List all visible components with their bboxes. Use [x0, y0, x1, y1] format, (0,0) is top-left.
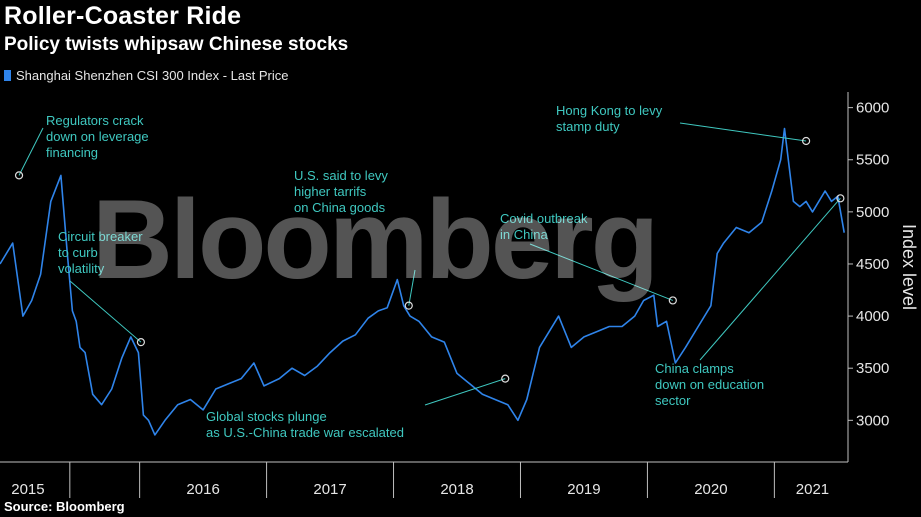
annotation-text: Circuit breaker to curb volatility: [58, 229, 143, 276]
y-tick-label: 5500: [856, 152, 889, 169]
legend-swatch: [4, 70, 11, 81]
chart-title: Roller-Coaster Ride: [4, 2, 242, 30]
x-tick-label: 2020: [694, 481, 727, 498]
y-tick-label: 3000: [856, 412, 889, 429]
annotation-marker: [14, 171, 24, 180]
annotation-text: U.S. said to levy higher tarrifs on China …: [294, 168, 388, 215]
annotation-text-line: Covid outbreak: [500, 211, 588, 226]
series-line: [0, 127, 845, 436]
annotation-text-line: Circuit breaker: [58, 229, 143, 244]
annotation-text: Covid outbreak in China: [500, 211, 588, 242]
y-tick-label: 3500: [856, 360, 889, 377]
annotation-marker: [836, 194, 845, 203]
legend: Shanghai Shenzhen CSI 300 Index - Last P…: [4, 68, 288, 83]
annotation-text-line: China clamps: [655, 361, 734, 376]
x-tick-label: 2015: [11, 481, 44, 498]
annotation-text-line: in China: [500, 227, 548, 242]
y-tick-label: 6000: [856, 100, 889, 117]
annotation-text-line: as U.S.-China trade war escalated: [206, 425, 404, 440]
annotation-text-line: down on leverage: [46, 129, 149, 144]
annotation-text-line: Global stocks plunge: [206, 409, 327, 424]
annotation-leader: [18, 127, 44, 176]
annotation-text-line: sector: [655, 393, 691, 408]
source-note: Source: Bloomberg: [4, 499, 125, 514]
annotation-text-line: higher tarrifs: [294, 184, 367, 199]
annotation-leader: [679, 122, 807, 142]
y-tick-label: 5000: [856, 204, 889, 221]
annotation-text-line: stamp duty: [556, 119, 620, 134]
y-tick-label: 4500: [856, 256, 889, 273]
annotation-text-line: volatility: [58, 261, 105, 276]
annotation-marker: [404, 301, 413, 310]
chart-subtitle: Policy twists whipsaw Chinese stocks: [4, 34, 349, 55]
x-tick-label: 2021: [796, 481, 829, 498]
annotation-text-line: Hong Kong to levy: [556, 103, 663, 118]
annotation-text-line: on China goods: [294, 200, 386, 215]
x-tick-label: 2016: [186, 481, 219, 498]
annotation-leader: [424, 378, 506, 406]
y-tick-label: 4000: [856, 308, 889, 325]
annotation-text: Regulators crack down on leverage financin…: [46, 113, 149, 160]
annotation-marker: [668, 296, 677, 305]
annotation-text: China clamps down on education sector: [655, 361, 764, 408]
y-axis-label: Index level: [899, 224, 919, 310]
annotation-marker: [802, 136, 811, 146]
annotation-text: Global stocks plunge as U.S.-China trade …: [206, 409, 404, 440]
annotation-text-line: financing: [46, 145, 98, 160]
x-tick-label: 2017: [313, 481, 346, 498]
legend-label: Shanghai Shenzhen CSI 300 Index - Last P…: [16, 68, 289, 83]
annotation-text-line: down on education: [655, 377, 764, 392]
x-tick-label: 2019: [567, 481, 600, 498]
annotation-marker: [136, 338, 146, 347]
annotation-text-line: Regulators crack: [46, 113, 144, 128]
x-tick-label: 2018: [440, 481, 473, 498]
annotation-text-line: U.S. said to levy: [294, 168, 388, 183]
annotation-leader: [69, 280, 142, 343]
annotation-text: Hong Kong to levy stamp duty: [556, 103, 663, 134]
annotation-leader: [529, 243, 673, 301]
annotation-leader: [699, 197, 841, 361]
annotation-marker: [501, 374, 510, 383]
annotation-text-line: to curb: [58, 245, 98, 260]
annotation-leader: [408, 269, 416, 306]
